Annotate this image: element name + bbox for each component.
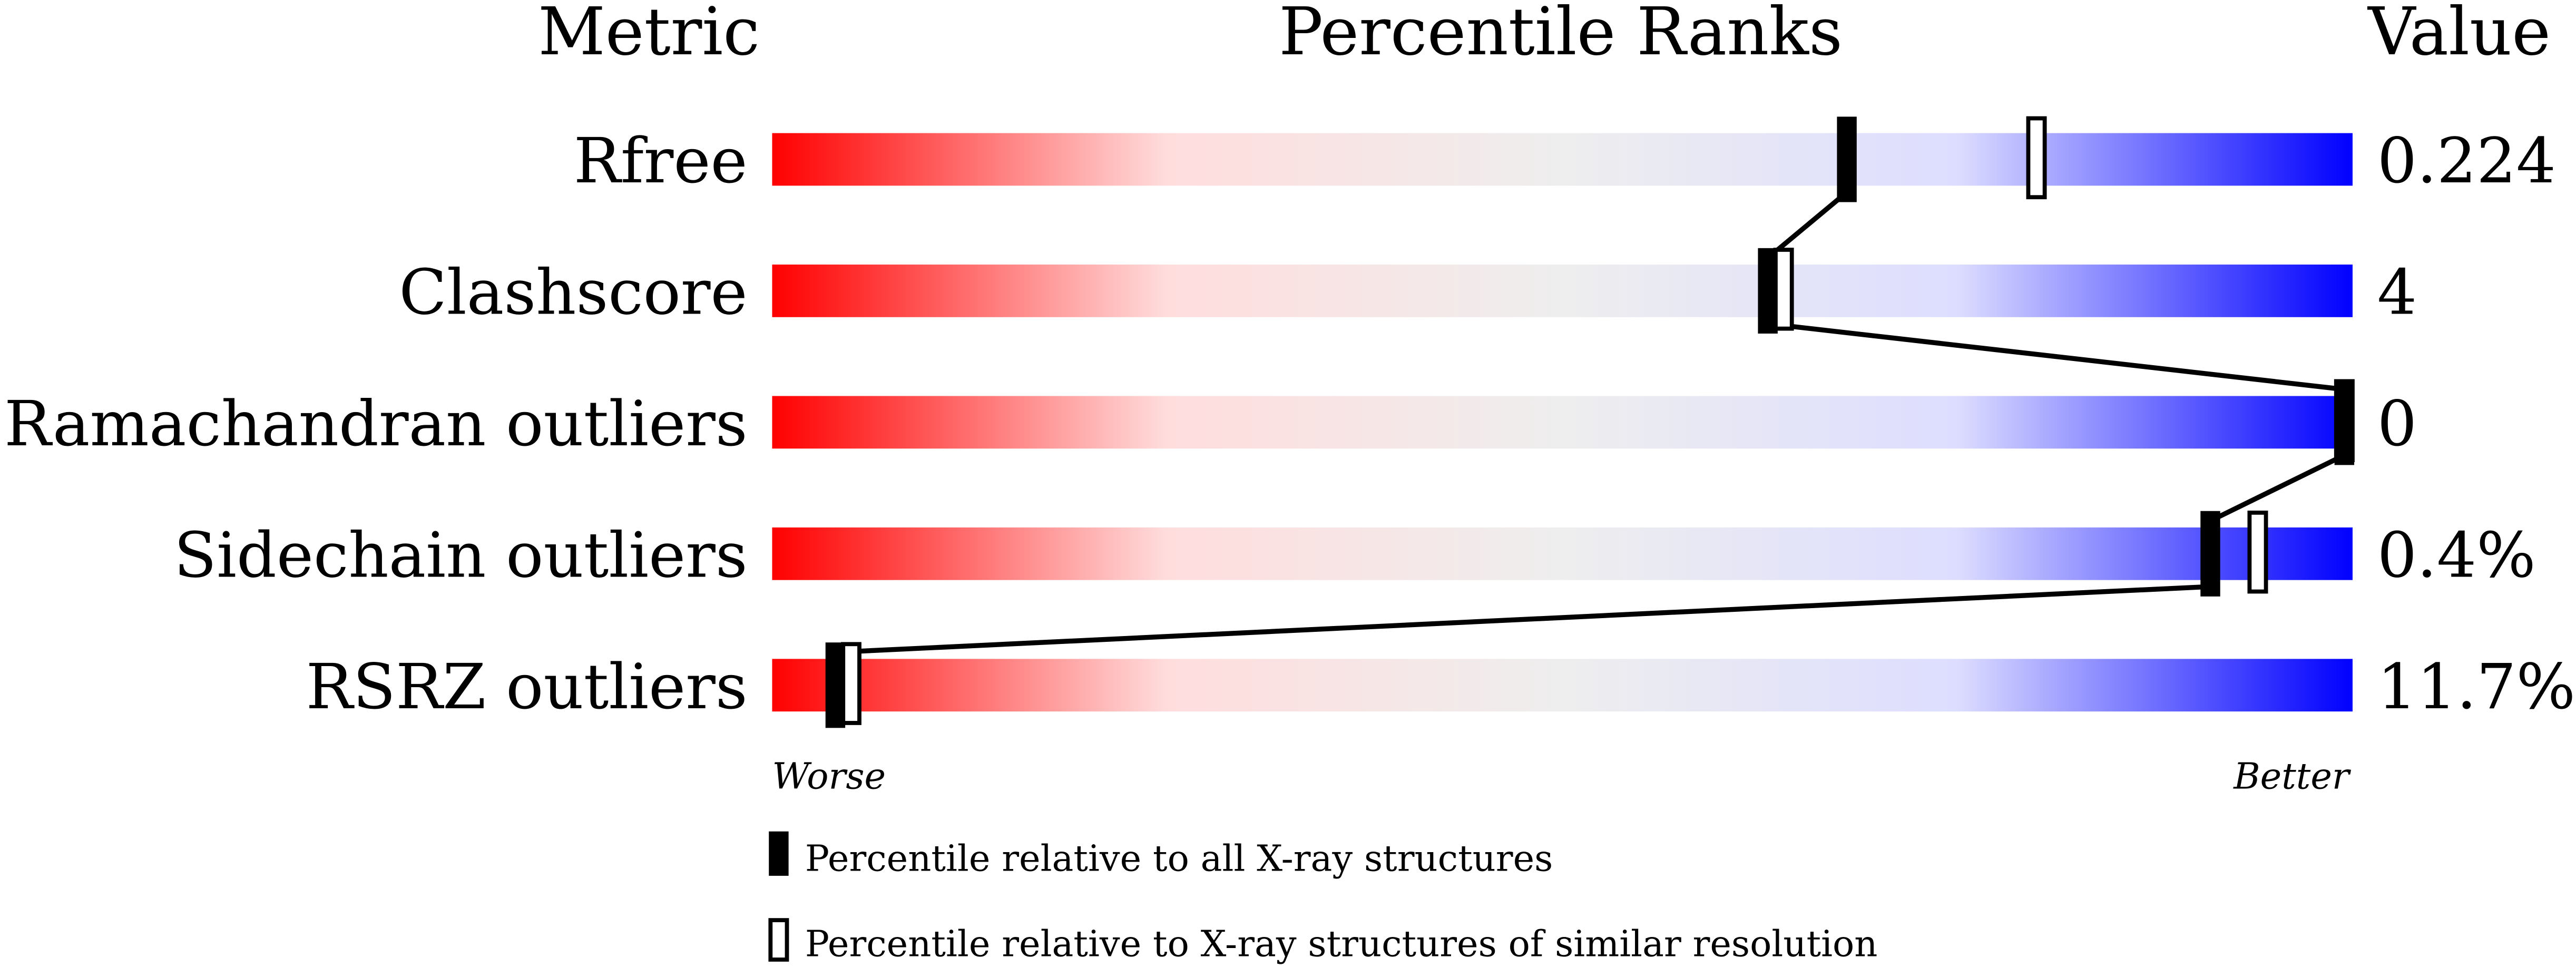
marker-all-structures bbox=[2200, 511, 2220, 597]
marker-all-structures bbox=[825, 642, 846, 728]
connector-line bbox=[835, 584, 2211, 655]
metric-value: 0.4% bbox=[2377, 519, 2536, 591]
legend-filled-label: Percentile relative to all X-ray structu… bbox=[805, 838, 1553, 880]
legend-open-label: Percentile relative to X-ray structures … bbox=[805, 923, 1878, 965]
legend-filled-marker bbox=[769, 831, 789, 876]
metric-value: 4 bbox=[2377, 256, 2417, 329]
percentile-bar bbox=[772, 527, 2353, 580]
marker-similar-resolution bbox=[1773, 248, 1794, 331]
metric-label: Ramachandran outliers bbox=[4, 387, 748, 460]
connector-line bbox=[2209, 453, 2346, 523]
marker-all-structures bbox=[1837, 116, 1857, 202]
connector-line bbox=[1767, 321, 2345, 392]
metric-value: 11.7% bbox=[2377, 650, 2575, 723]
percentile-bar bbox=[772, 659, 2353, 712]
header-ranks: Percentile Ranks bbox=[1279, 0, 1843, 70]
marker-all-structures bbox=[2334, 379, 2355, 465]
percentile-bar bbox=[772, 396, 2353, 449]
metric-label: RSRZ outliers bbox=[306, 650, 748, 723]
connector-line bbox=[1766, 190, 1849, 260]
metric-label: Clashscore bbox=[399, 256, 747, 329]
axis-label-better: Better bbox=[2232, 756, 2352, 798]
metric-value: 0.224 bbox=[2377, 124, 2556, 197]
percentile-bar bbox=[772, 133, 2353, 186]
percentile-bar bbox=[772, 265, 2353, 317]
metric-label: Sidechain outliers bbox=[174, 519, 748, 591]
marker-similar-resolution bbox=[2247, 510, 2268, 594]
marker-all-structures bbox=[1758, 248, 1778, 334]
marker-similar-resolution bbox=[840, 642, 861, 725]
marker-similar-resolution bbox=[2026, 116, 2047, 200]
header-value: Value bbox=[2367, 0, 2551, 70]
metric-value: 0 bbox=[2377, 387, 2417, 460]
legend-open-marker bbox=[768, 918, 789, 962]
header-metric: Metric bbox=[538, 0, 760, 70]
axis-label-worse: Worse bbox=[772, 756, 886, 798]
metric-label: Rfree bbox=[574, 124, 748, 197]
